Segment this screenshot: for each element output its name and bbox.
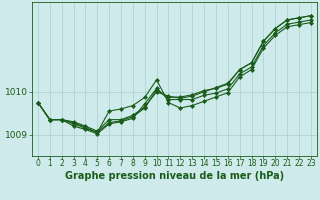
X-axis label: Graphe pression niveau de la mer (hPa): Graphe pression niveau de la mer (hPa) xyxy=(65,171,284,181)
